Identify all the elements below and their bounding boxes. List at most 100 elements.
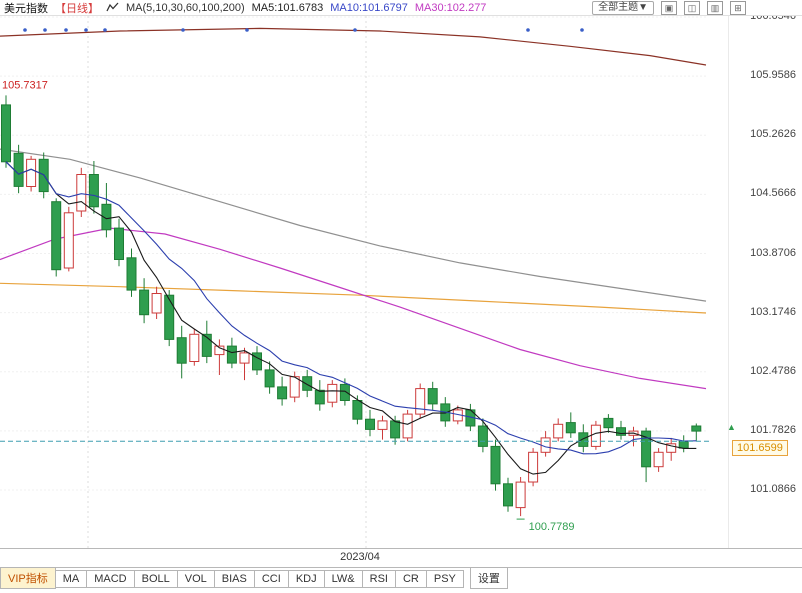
high-price-annotation: 105.7317: [2, 79, 48, 91]
candle-body: [126, 257, 137, 291]
candle-body: [201, 333, 212, 357]
candle-body: [214, 345, 225, 356]
indicator-tab-6[interactable]: CCI: [253, 570, 289, 588]
candle-body: [252, 352, 262, 371]
candle-body: [616, 427, 626, 436]
candle-body: [477, 425, 488, 447]
candle-body: [666, 443, 677, 453]
period-label[interactable]: 【日线】: [55, 2, 99, 15]
event-marker-dot[interactable]: [580, 28, 584, 32]
candle-body: [76, 174, 87, 212]
candle-body: [327, 383, 338, 403]
ma10-line: [5, 161, 697, 455]
indicator-tab-12[interactable]: 设置: [469, 567, 508, 589]
candle-body: [314, 389, 325, 405]
candle-body: [101, 203, 112, 231]
event-marker-dot[interactable]: [103, 28, 107, 32]
indicator-tab-0[interactable]: VIP指标: [0, 567, 56, 589]
candle-body: [653, 451, 664, 468]
indicator-tab-5[interactable]: BIAS: [213, 570, 255, 588]
candle-body: [302, 376, 313, 391]
price-axis-label: 103.1746: [750, 306, 796, 318]
candle-body: [264, 369, 275, 388]
price-axis-label: 103.8706: [750, 247, 796, 259]
candle-body: [490, 445, 501, 485]
ma5-line: [5, 161, 697, 475]
candle-body: [427, 388, 438, 405]
candle-body: [352, 400, 363, 420]
event-marker-dot[interactable]: [84, 28, 88, 32]
candle-body: [365, 418, 375, 430]
ma5-value-label: MA5:101.6783: [251, 1, 324, 14]
candle-body: [553, 423, 564, 439]
indicator-tab-10[interactable]: CR: [394, 570, 427, 588]
triple-chart-layout-icon[interactable]: ▥: [707, 0, 723, 15]
candle-body: [415, 388, 426, 415]
indicator-tab-11[interactable]: PSY: [425, 570, 464, 588]
candle-body: [691, 425, 702, 432]
candle-body: [189, 333, 200, 362]
event-marker-dot[interactable]: [43, 28, 47, 32]
candle-body: [289, 376, 300, 398]
candle-body: [139, 289, 150, 316]
candle-body: [390, 420, 401, 439]
candle-body: [114, 227, 124, 261]
kline-style-icon[interactable]: [106, 2, 119, 13]
candle-body: [13, 152, 24, 187]
event-marker-dot[interactable]: [64, 28, 68, 32]
candle-body: [528, 451, 539, 483]
candle-body: [565, 422, 576, 434]
event-marker-dot[interactable]: [181, 28, 185, 32]
candle-body: [239, 352, 250, 364]
indicator-tab-8[interactable]: LW&: [323, 570, 363, 588]
single-chart-layout-icon[interactable]: ▣: [661, 0, 677, 15]
last-price-arrow-icon: ▲: [727, 422, 736, 432]
event-marker-dot[interactable]: [526, 28, 530, 32]
indicator-tab-4[interactable]: VOL: [176, 570, 215, 588]
candle-body: [603, 417, 614, 429]
time-axis[interactable]: 2023/04: [0, 548, 802, 568]
indicator-tab-1[interactable]: MA: [54, 570, 88, 588]
quad-chart-layout-icon[interactable]: ⊞: [730, 0, 746, 15]
indicator-tab-3[interactable]: BOLL: [133, 570, 178, 588]
candle-body: [277, 386, 288, 400]
candle-body: [164, 294, 175, 340]
candle-body: [51, 201, 62, 271]
candle-body: [226, 345, 237, 364]
ma200-line: [0, 27, 707, 66]
chart-header: 美元指数 【日线】 MA(5,10,30,60,100,200) MA5:101…: [0, 0, 802, 16]
price-axis-label: 101.7826: [750, 424, 796, 436]
dual-chart-layout-icon[interactable]: ◫: [684, 0, 700, 15]
candle-body: [88, 174, 99, 208]
ma60-line: [0, 282, 707, 314]
low-price-annotation: 100.7789: [529, 521, 575, 533]
ma-settings-label[interactable]: MA(5,10,30,60,100,200): [126, 1, 245, 14]
price-axis-label: 104.5666: [750, 187, 796, 199]
candle-body: [339, 383, 350, 401]
event-marker-dot[interactable]: [245, 28, 249, 32]
indicator-toolbar: VIP指标 MA MACD BOLL VOL BIAS CCI KDJ LW& RSI CR PSY 设…: [0, 567, 802, 593]
indicator-tab-9[interactable]: RSI: [361, 570, 396, 588]
price-axis-label: 105.9586: [750, 69, 796, 81]
candle-body: [590, 424, 601, 447]
instrument-title: 美元指数: [4, 2, 48, 15]
price-axis-label: 101.0866: [750, 483, 796, 495]
indicator-tab-2[interactable]: MACD: [86, 570, 135, 588]
candle-body: [641, 430, 652, 468]
event-marker-dot[interactable]: [353, 28, 357, 32]
theme-dropdown[interactable]: 全部主题▼: [592, 0, 654, 15]
candle-body: [578, 432, 589, 447]
candle-body: [402, 413, 413, 439]
ma10-value-label: MA10:101.6797: [330, 1, 408, 14]
candle-body: [26, 158, 37, 188]
price-axis[interactable]: ▲ 101.6599 106.6546 105.9586 105.2626 104.5…: [727, 10, 802, 548]
indicator-tab-7[interactable]: KDJ: [287, 570, 325, 588]
candle-body: [1, 104, 11, 163]
event-marker-dot[interactable]: [23, 28, 27, 32]
candlestick-chart[interactable]: 105.7317 100.7789: [0, 16, 728, 548]
candle-body: [678, 440, 689, 449]
candle-body: [515, 481, 526, 509]
ma30-value-label: MA30:102.277: [414, 1, 487, 14]
price-axis-label: 102.4786: [750, 365, 796, 377]
candle-body: [63, 212, 74, 269]
